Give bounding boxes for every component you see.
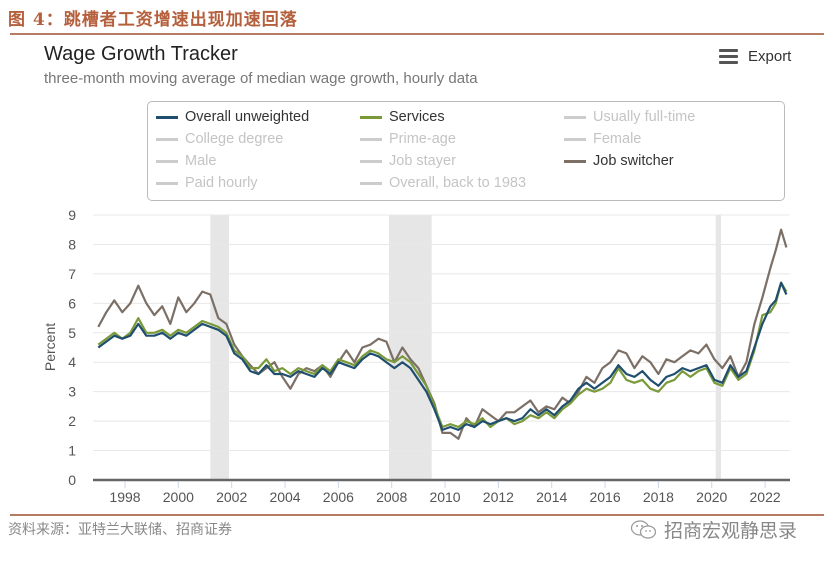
source-rule xyxy=(10,514,824,516)
legend-item[interactable]: Overall, back to 1983 xyxy=(360,175,526,191)
chart-title: Wage Growth Tracker xyxy=(44,43,238,65)
figure-title: 图 4：跳槽者工资增速出现加速回落 xyxy=(8,10,298,30)
legend-item[interactable]: Usually full-time xyxy=(564,109,695,125)
legend-item[interactable]: Paid hourly xyxy=(156,175,258,191)
legend-swatch xyxy=(156,137,178,141)
source-note: 资料来源：亚特兰大联储、招商证券 xyxy=(8,522,232,538)
export-label: Export xyxy=(748,48,792,65)
legend-label: Female xyxy=(593,131,642,147)
legend-label: Male xyxy=(185,153,217,169)
legend-swatch xyxy=(360,115,382,119)
legend-label: Services xyxy=(389,109,445,125)
legend: Overall unweighted Services Usually full-t… xyxy=(147,101,785,201)
legend-label: College degree xyxy=(185,131,284,147)
legend-label: Overall, back to 1983 xyxy=(389,175,527,191)
legend-swatch xyxy=(360,181,382,185)
hamburger-menu-icon xyxy=(719,49,738,64)
legend-label: Job switcher xyxy=(593,153,674,169)
legend-item[interactable]: College degree xyxy=(156,131,283,147)
legend-swatch xyxy=(156,181,178,185)
legend-label: Paid hourly xyxy=(185,175,258,191)
legend-swatch xyxy=(360,137,382,141)
export-button[interactable]: Export xyxy=(719,48,791,65)
legend-swatch xyxy=(360,159,382,163)
chart-subtitle: three-month moving average of median wag… xyxy=(44,70,478,87)
legend-swatch xyxy=(564,115,586,119)
legend-item[interactable]: Job stayer xyxy=(360,153,456,169)
brand-watermark: 招商宏观静思录 xyxy=(630,516,797,543)
legend-swatch xyxy=(156,115,178,119)
legend-item[interactable]: Overall unweighted xyxy=(156,109,309,125)
legend-item[interactable]: Services xyxy=(360,109,445,125)
legend-label: Overall unweighted xyxy=(185,109,310,125)
title-rule xyxy=(10,33,824,35)
legend-item[interactable]: Job switcher xyxy=(564,153,674,169)
legend-swatch xyxy=(156,159,178,163)
legend-label: Job stayer xyxy=(389,153,456,169)
legend-label: Prime-age xyxy=(389,131,456,147)
legend-item[interactable]: Male xyxy=(156,153,216,169)
legend-label: Usually full-time xyxy=(593,109,696,125)
legend-item[interactable]: Prime-age xyxy=(360,131,456,147)
legend-swatch xyxy=(564,159,586,163)
wechat-icon xyxy=(630,519,657,539)
brand-text: 招商宏观静思录 xyxy=(664,520,798,542)
legend-swatch xyxy=(564,137,586,141)
legend-item[interactable]: Female xyxy=(564,131,641,147)
